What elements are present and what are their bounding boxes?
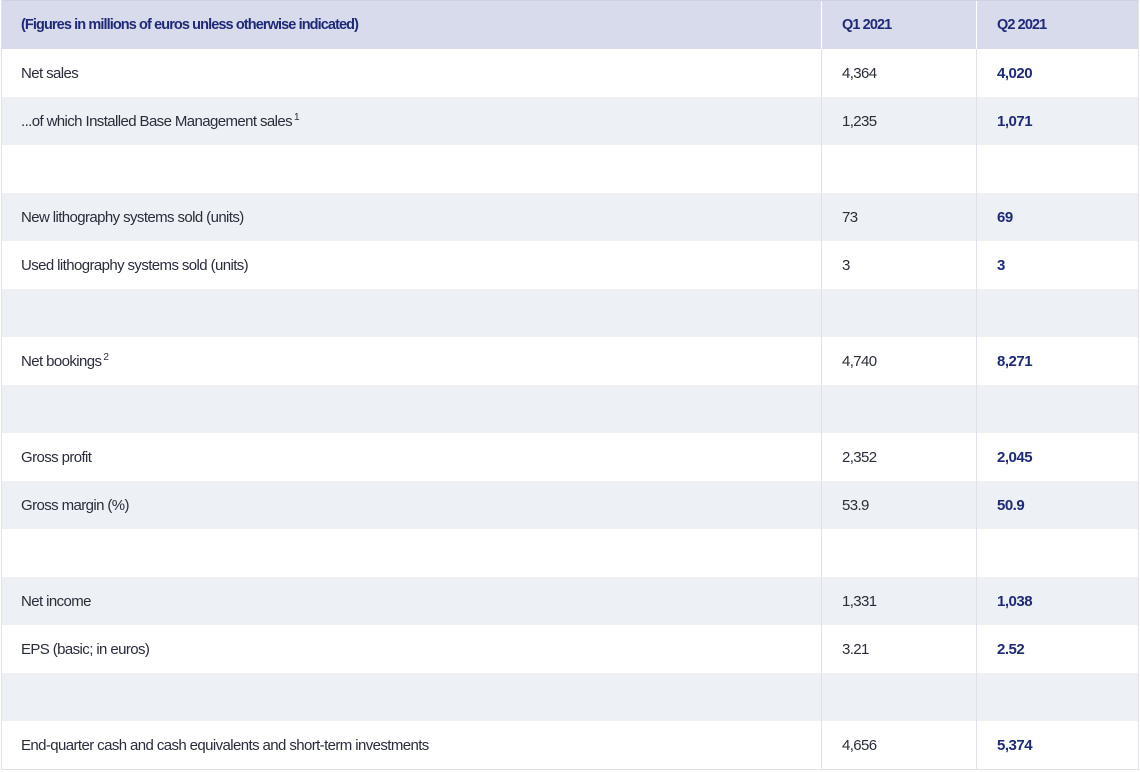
q2-2021-value: 4,020: [976, 49, 1138, 97]
table-spacer-row: [2, 385, 1138, 433]
row-label-text: EPS (basic; in euros): [21, 640, 150, 658]
header-q2-2021: Q2 2021: [976, 1, 1138, 49]
q1-2021-value: 3.21: [821, 625, 976, 673]
row-label: Net income: [2, 577, 821, 625]
row-label-text: Net sales: [21, 64, 79, 82]
row-label: Gross profit: [2, 433, 821, 481]
row-label: Net bookings 2: [21, 352, 109, 370]
q1-2021-value: 1,331: [821, 577, 976, 625]
table-row: Used lithography systems sold (units) 3 3: [2, 241, 1138, 289]
q2-2021-value: 69: [976, 193, 1138, 241]
q1-2021-value: [821, 289, 976, 337]
q2-2021-value: 1,038: [976, 577, 1138, 625]
q2-2021-value: 3: [976, 241, 1138, 289]
q1-2021-value: [821, 529, 976, 577]
q2-2021-value: 8,271: [976, 337, 1138, 385]
row-label: [2, 145, 821, 193]
q1-2021-value: 53.9: [821, 481, 976, 529]
header-label: (Figures in millions of euros unless oth…: [21, 17, 359, 33]
row-label-text: Gross profit: [21, 448, 92, 466]
q1-2021-value: 4,656: [821, 721, 976, 769]
table-row: ...of which Installed Base Management sa…: [2, 97, 1138, 145]
q2-2021-value: [976, 385, 1138, 433]
q1-2021-value: 73: [821, 193, 976, 241]
row-label-text: ...of which Installed Base Management sa…: [21, 112, 293, 130]
q1-2021-value: 3: [821, 241, 976, 289]
table-row: Net income 1,331 1,038: [2, 577, 1138, 625]
row-label: [2, 673, 821, 721]
q1-2021-value: [821, 385, 976, 433]
row-label-text: Gross margin (%): [21, 496, 130, 514]
row-label-text: Used lithography systems sold (units): [21, 256, 249, 274]
q2-2021-value: [976, 145, 1138, 193]
row-label-text: Net bookings: [21, 352, 102, 370]
q2-2021-value: 50.9: [976, 481, 1138, 529]
row-label: End-quarter cash and cash equivalents an…: [2, 721, 821, 769]
row-label: [2, 385, 821, 433]
table-row: EPS (basic; in euros) 3.21 2.52: [2, 625, 1138, 673]
q2-2021-value: 2.52: [976, 625, 1138, 673]
q2-2021-value: [976, 289, 1138, 337]
table-body: Net sales 4,364 4,020 ...of which Installed…: [2, 49, 1138, 769]
table-row: New lithography systems sold (units) 73 69: [2, 193, 1138, 241]
table-row: Net bookings 2 4,740 8,271: [2, 337, 1138, 385]
table-spacer-row: [2, 673, 1138, 721]
q1-2021-value: 1,235: [821, 97, 976, 145]
row-label: ...of which Installed Base Management sa…: [21, 112, 300, 130]
table-row: End-quarter cash and cash equivalents an…: [2, 721, 1138, 769]
q2-2021-value: 5,374: [976, 721, 1138, 769]
q2-2021-value: 1,071: [976, 97, 1138, 145]
table-header-row: (Figures in millions of euros unless oth…: [2, 0, 1138, 49]
q1-2021-value: 4,740: [821, 337, 976, 385]
row-label: Gross margin (%): [2, 481, 821, 529]
table-spacer-row: [2, 289, 1138, 337]
row-label-text: End-quarter cash and cash equivalents an…: [21, 736, 429, 754]
table-row: Net sales 4,364 4,020: [2, 49, 1138, 97]
row-label: Net sales: [2, 49, 821, 97]
q2-2021-value: 2,045: [976, 433, 1138, 481]
q2-2021-value: [976, 529, 1138, 577]
table-spacer-row: [2, 145, 1138, 193]
q1-2021-value: [821, 673, 976, 721]
table-spacer-row: [2, 529, 1138, 577]
q1-2021-value: [821, 145, 976, 193]
q2-2021-value: [976, 673, 1138, 721]
row-label: [2, 289, 821, 337]
row-label: EPS (basic; in euros): [2, 625, 821, 673]
row-label: Used lithography systems sold (units): [2, 241, 821, 289]
table-row: Gross profit 2,352 2,045: [2, 433, 1138, 481]
row-label-text: Net income: [21, 592, 91, 610]
header-q1-2021: Q1 2021: [821, 1, 976, 49]
q1-2021-value: 4,364: [821, 49, 976, 97]
row-label: [2, 529, 821, 577]
q1-2021-value: 2,352: [821, 433, 976, 481]
row-label: New lithography systems sold (units): [2, 193, 821, 241]
row-label-text: New lithography systems sold (units): [21, 208, 244, 226]
table-row: Gross margin (%) 53.9 50.9: [2, 481, 1138, 529]
